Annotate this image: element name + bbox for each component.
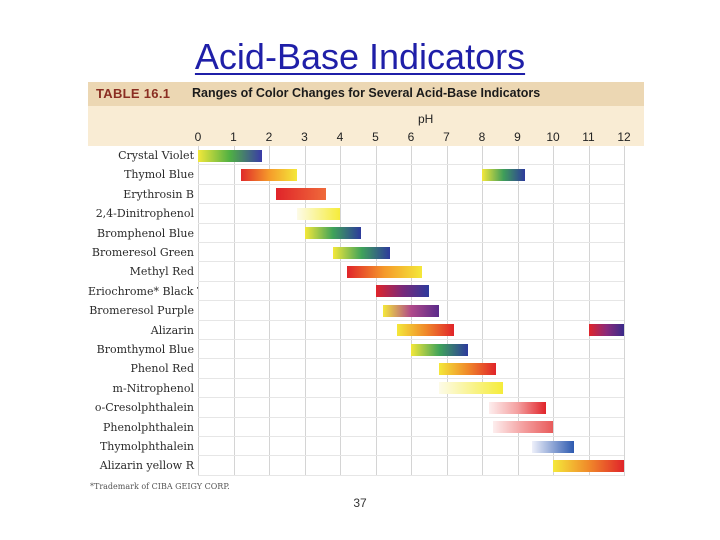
color-range-bar bbox=[553, 459, 624, 472]
row-divider bbox=[198, 339, 624, 340]
grid-line bbox=[624, 146, 625, 476]
row-divider bbox=[198, 416, 624, 418]
ph-tick-label: 0 bbox=[194, 130, 202, 144]
ph-tick-label: 7 bbox=[443, 130, 450, 144]
slide-title: Acid-Base Indicators bbox=[194, 36, 526, 77]
ph-range-grid bbox=[198, 146, 625, 476]
grid-line bbox=[233, 146, 235, 476]
row-divider bbox=[198, 358, 624, 360]
indicator-name: Alizarin bbox=[150, 323, 194, 337]
table-header bbox=[88, 82, 644, 106]
ph-tick-label: 10 bbox=[546, 130, 560, 144]
row-divider bbox=[198, 377, 624, 379]
row-divider bbox=[198, 455, 624, 457]
color-range-bar bbox=[332, 246, 390, 259]
ph-tick-label: 8 bbox=[478, 130, 486, 144]
ph-tick-label: 4 bbox=[336, 130, 344, 144]
grid-line bbox=[482, 146, 483, 476]
ph-tick-label: 2 bbox=[265, 130, 273, 144]
color-range-bar bbox=[439, 362, 497, 375]
indicator-name: Bromeresol Green bbox=[91, 246, 194, 259]
indicator-name: Bromeresol Purple bbox=[89, 304, 194, 318]
grid-line bbox=[553, 146, 554, 476]
grid-line bbox=[269, 146, 270, 476]
ph-tick-label: 6 bbox=[407, 130, 415, 144]
color-range-bar bbox=[198, 149, 262, 162]
color-range-bar bbox=[347, 265, 422, 278]
ph-tick-label: 5 bbox=[372, 130, 379, 144]
color-range-bar bbox=[382, 304, 440, 317]
grid-line bbox=[517, 146, 519, 476]
color-range-bar bbox=[304, 227, 362, 240]
indicator-name: 2,4-Dinitrophenol bbox=[95, 207, 194, 221]
ph-tick-label: 9 bbox=[514, 130, 521, 144]
row-divider bbox=[198, 397, 624, 399]
row-divider bbox=[198, 242, 624, 243]
row-divider bbox=[198, 222, 624, 224]
row-divider bbox=[198, 280, 624, 282]
row-divider bbox=[198, 261, 624, 263]
grid-line bbox=[340, 146, 341, 476]
grid-line bbox=[588, 146, 590, 476]
grid-line bbox=[304, 146, 306, 476]
indicator-name: o-Cresolphthalein bbox=[94, 401, 194, 415]
color-range-bar bbox=[297, 207, 340, 220]
ph-tick-label: 11 bbox=[582, 130, 595, 144]
table-caption: Ranges of Color Changes for Several Acid… bbox=[192, 86, 541, 100]
indicator-name: Thymolphthalein bbox=[99, 440, 194, 453]
color-range-bar bbox=[276, 188, 326, 201]
color-range-bar bbox=[492, 421, 553, 434]
ph-tick-label: 1 bbox=[230, 130, 237, 144]
ph-axis-band bbox=[88, 106, 644, 146]
indicator-name: m-Nitrophenol bbox=[112, 381, 194, 395]
ph-axis-label: pH bbox=[418, 112, 434, 126]
indicator-name: Phenol Red bbox=[130, 362, 194, 376]
indicator-name: Erythrosin B bbox=[123, 187, 194, 201]
row-divider bbox=[198, 319, 624, 321]
row-divider bbox=[198, 203, 624, 205]
row-divider bbox=[198, 183, 624, 185]
color-range-bar bbox=[375, 285, 429, 298]
table-footnote: *Trademark of CIBA GEIGY CORP. bbox=[90, 482, 230, 491]
indicator-name: Bromthymol Blue bbox=[96, 343, 194, 356]
color-range-bar bbox=[411, 343, 468, 356]
grid-line bbox=[375, 146, 377, 476]
indicator-table-figure: TABLE 16.1 Ranges of Color Changes for S… bbox=[88, 82, 644, 492]
page-number: 37 bbox=[353, 496, 367, 510]
row-divider bbox=[198, 300, 624, 302]
indicator-name: Crystal Violet bbox=[118, 149, 194, 162]
indicator-name: Bromphenol Blue bbox=[97, 226, 194, 240]
color-range-bar bbox=[482, 168, 525, 181]
color-range-bar bbox=[439, 382, 504, 395]
ph-tick-label: 12 bbox=[617, 130, 631, 144]
row-divider bbox=[198, 164, 624, 166]
ph-tick-label: 3 bbox=[301, 130, 308, 144]
table-number: TABLE 16.1 bbox=[96, 86, 171, 101]
color-range-bar bbox=[396, 324, 454, 337]
indicator-name: Methyl Red bbox=[129, 265, 194, 279]
color-range-bar bbox=[588, 324, 624, 337]
indicator-name: Thymol Blue bbox=[124, 168, 194, 182]
indicator-name: Alizarin yellow R bbox=[99, 459, 194, 473]
indicator-name: Eriochrome* Black T bbox=[88, 284, 205, 298]
row-divider bbox=[198, 474, 624, 476]
grid-line bbox=[198, 146, 199, 476]
row-divider bbox=[198, 436, 624, 437]
color-range-bar bbox=[531, 440, 575, 453]
indicator-name: Phenolphthalein bbox=[102, 420, 194, 434]
grid-line bbox=[446, 146, 448, 476]
color-range-bar bbox=[240, 168, 298, 181]
color-range-bar bbox=[489, 401, 546, 414]
